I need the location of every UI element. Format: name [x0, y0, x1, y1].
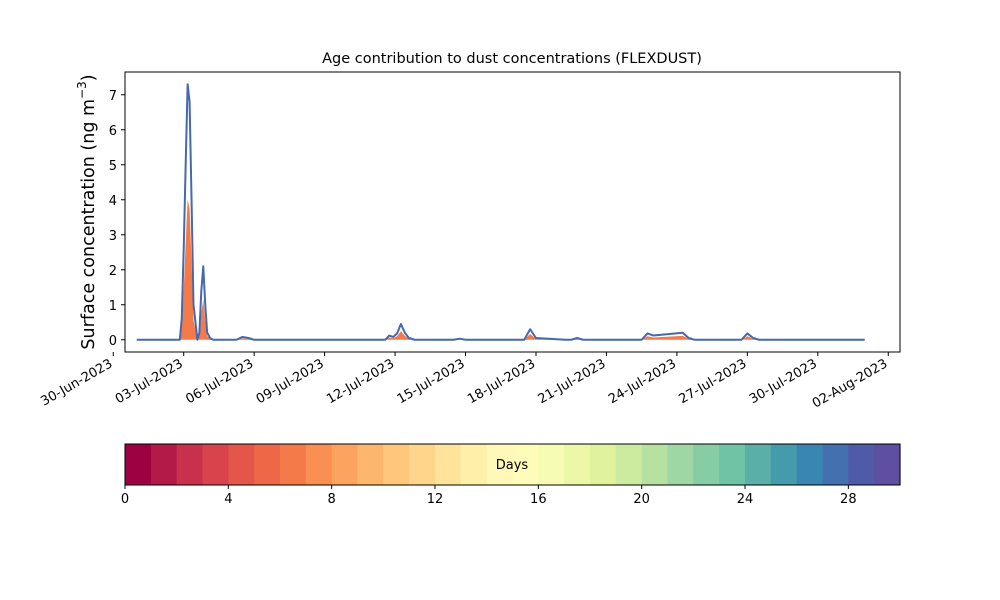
colorbar-segment — [357, 444, 384, 485]
colorbar — [125, 444, 901, 485]
x-tick-label: 21-Jul-2023 — [536, 356, 609, 407]
colorbar-segment — [848, 444, 875, 485]
colorbar-segment — [641, 444, 669, 485]
colorbar-segment — [719, 444, 746, 485]
colorbar-tick-label: 12 — [427, 492, 444, 507]
colorbar-segment — [822, 444, 849, 485]
colorbar-segment — [435, 444, 462, 485]
x-tick-label: 27-Jul-2023 — [677, 356, 750, 407]
x-tick-label: 30-Jun-2023 — [38, 356, 115, 409]
colorbar-segment — [770, 444, 798, 485]
colorbar-segment — [693, 444, 720, 485]
y-tick-label: 1 — [109, 299, 117, 314]
colorbar-segment — [125, 444, 152, 485]
colorbar-segment — [615, 444, 643, 485]
colorbar-segment — [409, 444, 436, 485]
x-tick-label: 09-Jul-2023 — [254, 356, 327, 407]
colorbar-segment — [745, 444, 772, 485]
x-tick-label: 30-Jul-2023 — [747, 356, 820, 407]
x-axis: 30-Jun-202303-Jul-202306-Jul-202309-Jul-… — [38, 352, 890, 412]
colorbar-tick-label: 8 — [328, 492, 336, 507]
y-axis-label: Surface concentration (ng m−3) — [75, 74, 99, 349]
plot-area — [136, 83, 865, 341]
colorbar-segment — [150, 444, 178, 485]
colorbar-tick-label: 4 — [224, 492, 232, 507]
y-axis-label-main: Surface concentration (ng m — [79, 99, 99, 350]
x-tick-label: 02-Aug-2023 — [810, 356, 890, 411]
colorbar-segment — [280, 444, 307, 485]
colorbar-segment — [331, 444, 359, 485]
y-axis: 0 1 2 3 4 5 6 7 — [109, 89, 125, 349]
y-tick-label: 7 — [109, 89, 117, 104]
y-tick-label: 4 — [109, 194, 117, 209]
colorbar-tick-label: 0 — [121, 492, 129, 507]
x-tick-label: 06-Jul-2023 — [183, 356, 256, 407]
y-tick-label: 0 — [109, 334, 117, 349]
colorbar-segment — [305, 444, 333, 485]
x-tick-label: 15-Jul-2023 — [395, 356, 468, 407]
total-concentration-line — [136, 83, 865, 341]
colorbar-segment — [564, 444, 591, 485]
plot-frame — [124, 71, 901, 353]
colorbar-segment — [383, 444, 410, 485]
colorbar-frame — [124, 443, 901, 486]
colorbar-segment — [202, 444, 229, 485]
y-tick-label: 5 — [109, 159, 117, 174]
colorbar-segment — [874, 444, 901, 485]
y-axis-label-close: ) — [79, 74, 99, 81]
y-tick-label: 2 — [109, 264, 117, 279]
colorbar-segment — [796, 444, 824, 485]
colorbar-segment — [538, 444, 565, 485]
colorbar-segment — [512, 444, 539, 485]
colorbar-segment — [486, 444, 514, 485]
colorbar-segment — [176, 444, 204, 485]
y-tick-label: 6 — [109, 124, 117, 139]
colorbar-segment — [667, 444, 694, 485]
colorbar-label: Days — [496, 458, 529, 473]
colorbar-ticks: 0 4 8 12 16 20 24 28 — [121, 485, 857, 507]
colorbar-tick-label: 20 — [633, 492, 650, 507]
x-tick-label: 12-Jul-2023 — [324, 356, 397, 407]
chart-title: Age contribution to dust concentrations … — [322, 51, 702, 67]
y-axis-label-exponent: −3 — [75, 81, 89, 99]
x-tick-label: 24-Jul-2023 — [606, 356, 679, 407]
young-age-area — [136, 199, 865, 340]
colorbar-tick-label: 16 — [530, 492, 547, 507]
colorbar-tick-label: 24 — [737, 492, 754, 507]
x-tick-label: 03-Jul-2023 — [113, 356, 186, 407]
y-tick-label: 3 — [109, 229, 117, 244]
colorbar-segment — [228, 444, 255, 485]
colorbar-tick-label: 28 — [840, 492, 857, 507]
colorbar-segment — [460, 444, 488, 485]
colorbar-segment — [254, 444, 281, 485]
colorbar-segment — [590, 444, 617, 485]
x-tick-label: 18-Jul-2023 — [465, 356, 538, 407]
